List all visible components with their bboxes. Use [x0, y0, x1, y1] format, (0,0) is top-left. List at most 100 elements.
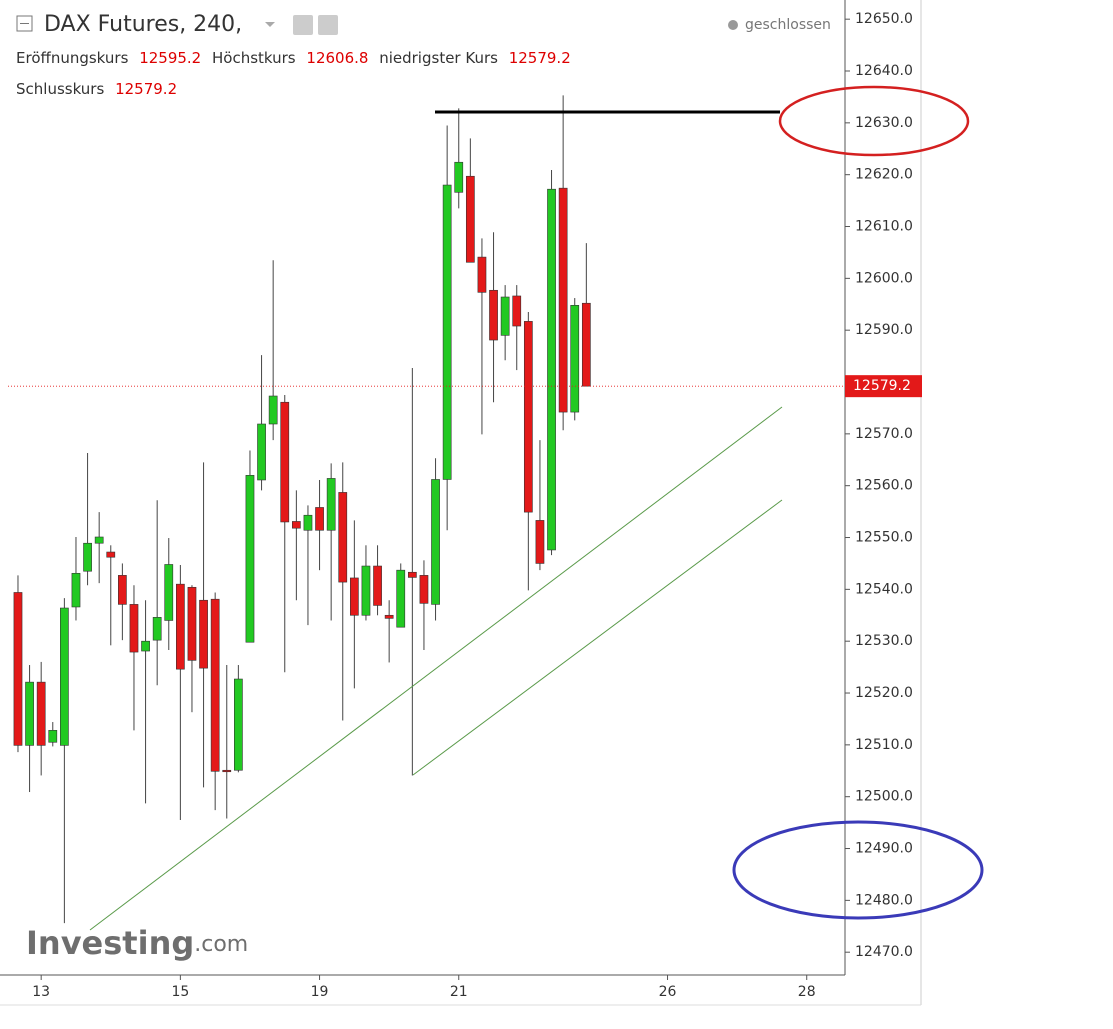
candle-body: [222, 769, 232, 773]
x-tick-label: 13: [32, 984, 50, 1000]
candle-body: [512, 295, 522, 327]
y-tick-label: 12620.0: [855, 167, 913, 183]
candle-body: [257, 423, 266, 481]
y-tick-label: 12590.0: [855, 322, 913, 338]
y-tick-label: 12630.0: [855, 115, 913, 131]
candle-body: [570, 305, 580, 413]
candle-body: [535, 520, 545, 564]
candle-body: [396, 569, 406, 628]
y-tick-label: 12570.0: [855, 426, 913, 442]
candle-body: [245, 475, 255, 643]
candle-body: [129, 604, 139, 653]
value: 12595.2: [139, 49, 201, 67]
y-tick-label: 12600.0: [855, 270, 913, 286]
chart-title: DAX Futures, 240,: [44, 12, 242, 37]
trend-line: [89, 406, 783, 931]
candle-body: [326, 478, 336, 531]
visibility-icon[interactable]: [293, 15, 313, 35]
candle-body: [141, 640, 150, 652]
candles: [13, 95, 591, 924]
y-tick-label: 12640.0: [855, 63, 913, 79]
y-tick-label: 12490.0: [855, 841, 913, 857]
candle-body: [280, 401, 290, 523]
value: 12579.2: [509, 49, 571, 67]
candle-body: [106, 551, 116, 558]
price-tag: [845, 375, 922, 398]
status: geschlossen: [745, 17, 831, 33]
y-tick-label: 12610.0: [855, 219, 913, 235]
candle-body: [558, 187, 568, 413]
candle-body: [187, 586, 197, 661]
candle-body: [48, 730, 58, 743]
y-tick-label: 12560.0: [855, 478, 913, 494]
value: 12606.8: [306, 49, 368, 67]
highlight-ellipse: [778, 85, 970, 157]
label: Schlusskurs: [16, 80, 104, 98]
candle-body: [361, 565, 371, 616]
collapse-icon[interactable]: [16, 15, 33, 32]
candle-body: [407, 571, 417, 578]
candle-body: [234, 678, 243, 771]
candle-body: [500, 296, 510, 336]
y-tick-label: 12540.0: [855, 581, 913, 597]
y-tick-label: 12530.0: [855, 633, 913, 649]
y-tick-label: 12480.0: [855, 892, 913, 908]
watermark-brand: Investing: [26, 924, 194, 962]
candle-body: [71, 572, 81, 608]
candle-body: [315, 507, 324, 531]
candle-body: [118, 575, 127, 605]
candle-body: [152, 617, 162, 641]
candle-body: [349, 577, 359, 616]
ohlc-line: Schlusskurs 12579.2: [16, 80, 177, 98]
value: 12579.2: [115, 80, 177, 98]
dropdown-icon[interactable]: [265, 22, 275, 27]
candle-body: [419, 575, 429, 604]
highlight-ellipse: [732, 820, 984, 920]
candle-body: [13, 592, 23, 746]
y-tick-label: 12520.0: [855, 685, 913, 701]
trend-line: [412, 499, 783, 776]
candle-body: [465, 175, 475, 263]
y-tick-label: 12470.0: [855, 944, 913, 960]
candle-body: [384, 614, 394, 619]
label: Eröffnungskurs: [16, 49, 129, 67]
candle-body: [268, 395, 278, 425]
candle-body: [454, 161, 464, 193]
candle-body: [199, 599, 208, 669]
candle-body: [291, 521, 301, 529]
status-dot: [728, 20, 738, 30]
candle-body: [581, 302, 591, 387]
label: niedrigster Kurs: [379, 49, 498, 67]
candle-body: [83, 542, 92, 572]
candle-body: [176, 583, 185, 670]
x-tick-label: 28: [798, 984, 816, 1000]
candle-body: [523, 321, 533, 513]
candle-body: [373, 565, 382, 606]
candle-body: [303, 514, 313, 531]
price-tag-label: 12579.2: [853, 378, 911, 394]
candle-body: [36, 681, 46, 746]
x-tick-label: 15: [171, 984, 189, 1000]
candle-body: [338, 492, 348, 583]
candle-body: [210, 598, 220, 772]
candle-body: [442, 184, 452, 480]
x-tick-label: 26: [659, 984, 677, 1000]
settings-icon[interactable]: [318, 15, 338, 35]
candle-body: [431, 479, 440, 605]
candle-body: [25, 681, 34, 746]
watermark-suffix: .com: [194, 932, 248, 957]
watermark: Investing.com: [26, 924, 248, 962]
candle-body: [489, 289, 498, 341]
candle-body: [94, 536, 104, 544]
y-tick-label: 12550.0: [855, 530, 913, 546]
candle-body: [60, 607, 69, 746]
x-tick-label: 19: [311, 984, 329, 1000]
y-tick-label: 12510.0: [855, 737, 913, 753]
candle-body: [164, 564, 174, 621]
candle-body: [547, 188, 556, 551]
y-tick-label: 12500.0: [855, 789, 913, 805]
ohlc-line: Eröffnungskurs 12595.2 Höchstkurs 12606.…: [16, 49, 571, 67]
label: Höchstkurs: [212, 49, 296, 67]
